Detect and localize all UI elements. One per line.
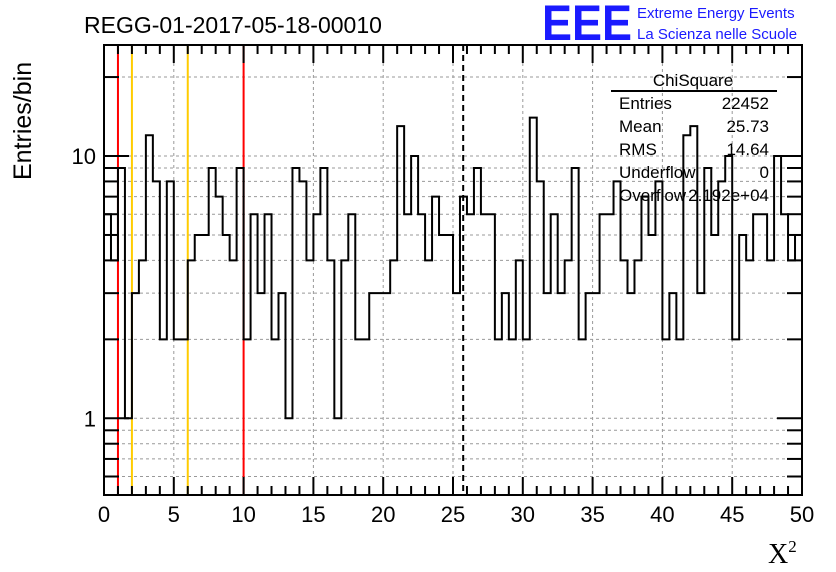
x-tick-label: 45 [720,502,744,527]
x-tick-label: 5 [168,502,180,527]
stats-label: Underflow [619,163,696,182]
run-title: REGG-01-2017-05-18-00010 [84,12,382,38]
x-tick-label: 25 [441,502,465,527]
x-tick-label: 35 [580,502,604,527]
y-axis-label: Entries/bin [9,62,37,180]
x-tick-label: 0 [98,502,110,527]
stats-title: ChiSquare [653,71,733,90]
x-tick-label: 10 [231,502,255,527]
eee-logo: EEE [542,0,632,51]
stats-value: 0 [760,163,769,182]
x-tick-label: 30 [511,502,535,527]
x-tick-label: 50 [790,502,814,527]
y-tick-label: 10 [72,144,96,169]
stats-label: Overflow [619,186,687,205]
x-tick-label: 15 [301,502,325,527]
y-tick-label: 1 [84,406,96,431]
histogram-line [104,116,802,420]
stats-label: RMS [619,140,657,159]
stats-value: 22452 [722,94,769,113]
stats-value: 2.192e+04 [688,186,769,205]
stats-value: 14.64 [726,140,769,159]
stats-value: 25.73 [726,117,769,136]
x-tick-labels: 0 5 10 15 20 25 30 35 40 45 50 [98,502,814,527]
x-axis-label-base: X [768,539,788,570]
reference-lines [116,45,465,495]
x-tick-label: 40 [650,502,674,527]
stats-label: Entries [619,94,672,113]
x-tick-label: 20 [371,502,395,527]
axis-ticks [103,45,803,495]
x-axis-label: X2 [768,537,797,570]
stats-box: ChiSquare Entries 22452 Mean 25.73 RMS 14.64 U… [611,71,777,205]
logo-line-1: Extreme Energy Events [637,5,795,22]
x-axis-label-superscript: 2 [788,537,797,556]
stats-label: Mean [619,117,662,136]
logo-line-2: La Scienza nelle Scuole [637,26,797,43]
y-tick-labels: 1 10 [72,144,96,431]
